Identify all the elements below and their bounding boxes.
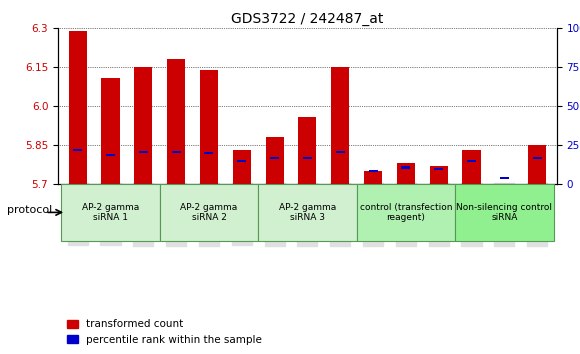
Bar	[204, 153, 213, 154]
Bar	[68, 31, 87, 184]
Text: AP-2 gamma
siRNA 1: AP-2 gamma siRNA 1	[82, 203, 139, 222]
Bar	[73, 149, 82, 152]
Bar	[430, 166, 448, 184]
Bar	[336, 151, 345, 153]
Text: Non-silencing control
siRNA: Non-silencing control siRNA	[456, 203, 552, 222]
Bar	[106, 154, 115, 156]
Bar	[135, 67, 153, 184]
Bar	[200, 70, 218, 184]
Bar	[266, 137, 284, 184]
FancyBboxPatch shape	[160, 184, 258, 241]
Bar	[364, 171, 382, 184]
Bar	[368, 170, 378, 172]
Bar	[167, 59, 185, 184]
FancyBboxPatch shape	[455, 184, 553, 241]
Bar	[331, 67, 349, 184]
Bar	[434, 168, 443, 170]
Bar	[172, 151, 180, 153]
Legend: transformed count, percentile rank within the sample: transformed count, percentile rank withi…	[63, 315, 266, 349]
Bar	[303, 157, 312, 159]
Bar	[467, 160, 476, 162]
FancyBboxPatch shape	[258, 184, 357, 241]
Bar	[532, 157, 542, 159]
Bar	[237, 160, 246, 162]
Bar	[528, 145, 546, 184]
Text: AP-2 gamma
siRNA 2: AP-2 gamma siRNA 2	[180, 203, 238, 222]
Bar	[139, 151, 148, 153]
Text: AP-2 gamma
siRNA 3: AP-2 gamma siRNA 3	[279, 203, 336, 222]
FancyBboxPatch shape	[61, 184, 160, 241]
Bar	[397, 163, 415, 184]
Bar	[233, 150, 251, 184]
Bar	[462, 150, 480, 184]
Bar	[102, 78, 119, 184]
Text: control (transfection
reagent): control (transfection reagent)	[360, 203, 452, 222]
Title: GDS3722 / 242487_at: GDS3722 / 242487_at	[231, 12, 383, 26]
Text: protocol: protocol	[7, 205, 52, 215]
FancyBboxPatch shape	[357, 184, 455, 241]
Bar	[495, 184, 513, 187]
Bar	[270, 157, 279, 159]
Bar	[500, 177, 509, 179]
Bar	[401, 166, 411, 169]
Bar	[298, 116, 317, 184]
